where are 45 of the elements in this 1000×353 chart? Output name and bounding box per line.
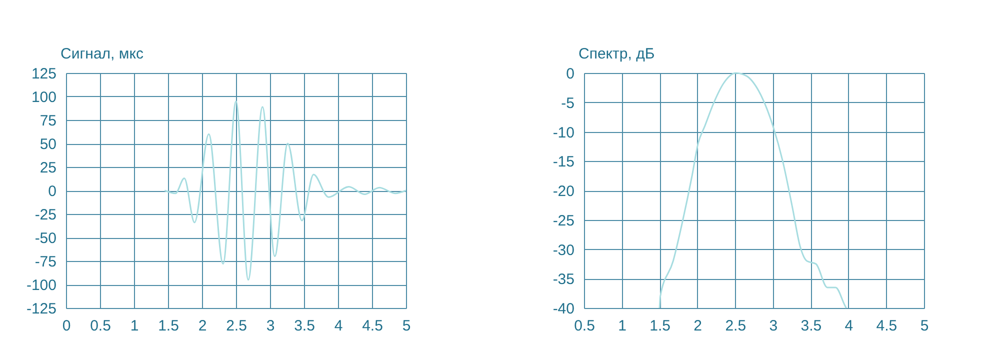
x-tick-label: 0.5	[90, 318, 111, 334]
y-tick-label: 75	[40, 112, 56, 130]
line-series	[658, 72, 847, 309]
line-series	[164, 100, 407, 281]
y-tick-label: 0	[48, 183, 56, 200]
x-tick-label: 0.5	[574, 318, 595, 334]
y-tick-label: -5	[561, 94, 574, 112]
y-tick-label: -15	[552, 154, 574, 171]
y-axis-title: Сигнал, мкс	[60, 46, 144, 62]
x-tick-label: 3	[266, 318, 275, 334]
x-tick-label: 3.5	[800, 318, 822, 334]
y-tick-label: -125	[26, 300, 56, 318]
y-tick-label: 125	[31, 66, 56, 82]
x-tick-label: 4	[334, 318, 343, 334]
x-tick-label: 1	[130, 318, 139, 334]
y-tick-label: -30	[552, 242, 574, 259]
x-tick-label: 3.5	[294, 318, 315, 334]
y-tick-label: 25	[40, 160, 56, 176]
x-tick-label: 3	[769, 318, 778, 334]
x-tick-label: 5	[920, 318, 929, 334]
y-axis-title: Спектр, дБ	[578, 46, 655, 62]
x-tick-label: 4	[844, 318, 854, 334]
x-tick-label: 4.5	[362, 318, 383, 334]
y-tick-label: -40	[552, 300, 574, 318]
y-tick-label: -25	[552, 212, 574, 230]
x-tick-label: 2.5	[226, 318, 247, 334]
y-tick-label: -75	[34, 254, 56, 270]
x-tick-label: 5	[402, 318, 411, 334]
x-tick-label: 1.5	[158, 318, 179, 334]
y-tick-label: -35	[552, 271, 574, 288]
y-tick-label: -100	[26, 277, 56, 294]
x-tick-label: 4.5	[876, 318, 898, 334]
y-tick-label: -25	[34, 206, 56, 224]
y-tick-label: -50	[34, 230, 56, 247]
x-tick-label: 1	[618, 318, 626, 334]
x-tick-label: 1.5	[650, 318, 670, 334]
x-tick-label: 2	[694, 318, 702, 334]
x-tick-label: 0	[62, 318, 71, 334]
y-tick-label: 50	[40, 136, 56, 153]
x-tick-label: 2	[198, 318, 207, 334]
y-tick-label: -10	[552, 124, 574, 142]
y-tick-label: -20	[552, 183, 574, 200]
x-tick-label: 2.5	[725, 318, 746, 334]
y-tick-label: 0	[566, 66, 574, 82]
y-tick-label: 100	[31, 89, 56, 106]
